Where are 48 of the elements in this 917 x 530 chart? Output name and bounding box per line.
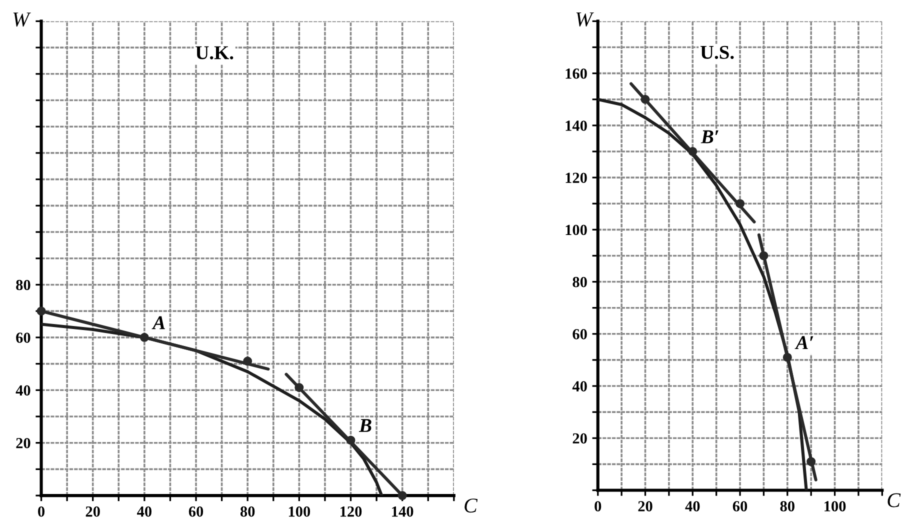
y-tick-label: 80 [572,276,587,288]
y-tick-label: 140 [566,120,587,131]
y-tick-label: 120 [566,172,587,183]
point [640,94,650,104]
point [782,352,792,362]
x-tick-label: 0 [594,501,602,512]
x-tick-label: 20 [86,506,100,517]
point [398,491,407,500]
x-tick-label: 100 [824,501,846,512]
x-tick-label: 60 [732,501,748,512]
y-tick-label: 40 [16,385,30,396]
y-tick-label: 40 [572,381,587,392]
annotation: A′ [794,336,814,350]
x-tick-label: 140 [392,506,414,517]
y-tick-label: 20 [16,438,30,448]
annotation: B [358,419,372,432]
x-tick-label: 20 [638,501,652,512]
x-axis-title: C [464,498,478,513]
x-tick-label: 100 [288,506,310,517]
y-tick-label: 100 [566,224,587,236]
x-tick-label: 0 [38,506,44,517]
x-tick-label: 80 [780,501,794,512]
x-tick-label: 80 [240,506,255,517]
point [736,199,745,208]
x-tick-label: 120 [340,506,362,517]
y-tick-label: 20 [572,433,587,444]
x-tick-label: 60 [188,506,204,517]
point [294,383,304,392]
y-tick-label: 60 [572,329,587,340]
y-tick-label: 60 [16,332,30,343]
text: U.K. [196,46,234,60]
point [806,457,816,466]
y-axis-title: W [13,12,31,27]
y-tick-label: 160 [566,68,587,79]
annotation: B′ [700,130,718,144]
x-axis-title: C [888,493,901,508]
x-tick-label: 40 [137,506,152,517]
point [140,332,149,342]
point [346,436,356,445]
point [688,146,698,156]
y-axis-title: W [576,12,594,26]
annotation: A [152,316,165,330]
y-tick-label: 80 [16,280,30,290]
x-tick-label: 40 [685,501,700,512]
point [243,356,252,366]
text: U.S. [700,46,734,59]
point [759,251,768,260]
point [36,306,46,316]
